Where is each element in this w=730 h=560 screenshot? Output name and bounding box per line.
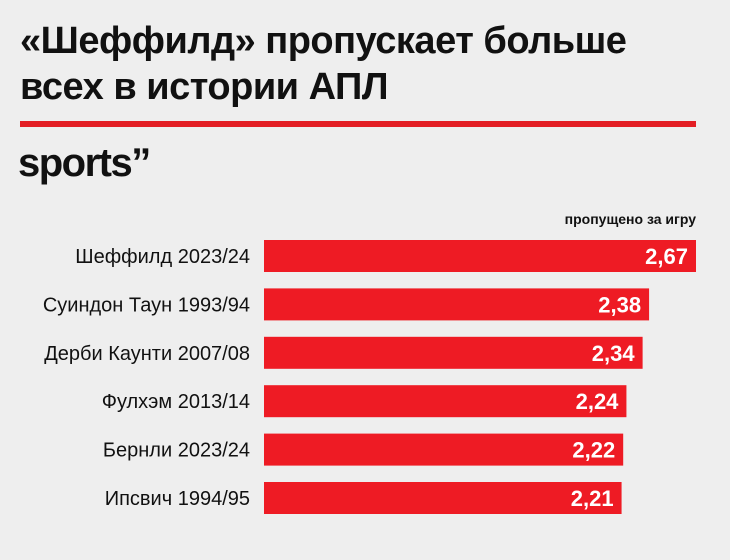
category-label: Бернли 2023/24 <box>103 440 250 462</box>
category-label: Фулхэм 2013/14 <box>102 391 250 413</box>
category-label: Ипсвич 1994/95 <box>105 488 250 510</box>
bar <box>264 288 650 321</box>
bar-chart: Шеффилд 2023/24 2,67 Суиндон Таун 1993/94 2… <box>43 240 696 514</box>
value-label: 2,24 <box>576 389 620 414</box>
value-label: 2,38 <box>598 292 641 317</box>
title-divider <box>20 121 696 127</box>
bar <box>264 336 643 369</box>
value-label: 2,67 <box>645 244 688 269</box>
value-label: 2,21 <box>571 486 614 511</box>
bar <box>264 385 627 418</box>
value-axis-caption: пропущено за игру <box>564 211 696 227</box>
bar <box>264 482 622 514</box>
category-label: Дерби Каунти 2007/08 <box>44 343 250 365</box>
category-label: Шеффилд 2023/24 <box>75 246 250 268</box>
bar <box>264 433 624 466</box>
value-label: 2,34 <box>592 341 636 366</box>
sports-logo: sports” <box>18 141 151 185</box>
bar <box>264 240 696 272</box>
value-label: 2,22 <box>572 438 615 463</box>
chart-title: «Шеффилд» пропускает больше всех в истор… <box>20 20 627 108</box>
category-label: Суиндон Таун 1993/94 <box>43 294 250 316</box>
